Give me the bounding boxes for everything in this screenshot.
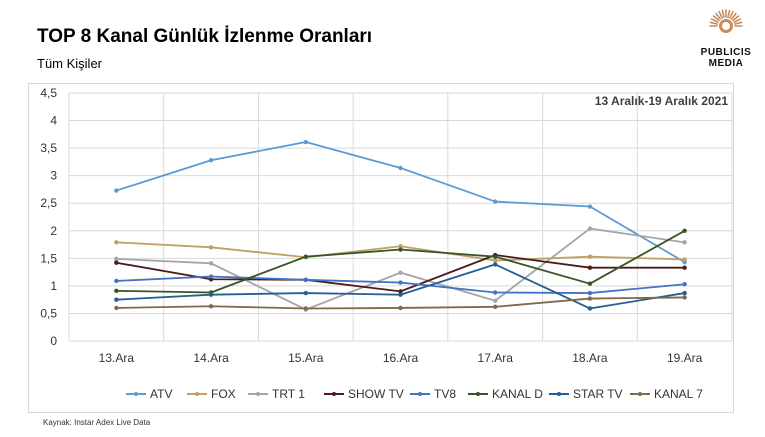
data-point [682, 295, 687, 300]
legend-label: TRT 1 [272, 387, 305, 401]
y-tick-label: 0,5 [40, 306, 57, 320]
publicis-logo: PUBLICIS MEDIA [690, 8, 762, 69]
data-point [587, 254, 593, 259]
data-point [303, 290, 308, 296]
x-tick-label: 13.Ara [99, 351, 135, 365]
data-point [398, 244, 403, 249]
data-point [398, 247, 403, 252]
data-point [682, 228, 687, 233]
y-tick-label: 2 [50, 224, 57, 238]
data-point [587, 306, 593, 311]
data-point [303, 254, 308, 259]
x-tick-label: 15.Ara [288, 351, 324, 365]
data-point [398, 270, 403, 275]
chart-container: 0 0,5 1 1,5 2 2,5 3 3,5 4 4,5 13.Ara 14.Ara 15.Ara 16… [28, 83, 734, 413]
data-point [208, 274, 214, 279]
data-point [587, 265, 593, 270]
legend-marker [332, 392, 336, 396]
data-point [303, 277, 308, 283]
data-point [682, 282, 687, 287]
data-point [587, 204, 593, 209]
legend-marker [256, 392, 260, 396]
date-range-annotation: 13 Aralık-19 Aralık 2021 [595, 94, 729, 108]
data-point [587, 281, 593, 286]
data-point [114, 305, 119, 311]
data-point [682, 290, 687, 296]
data-point [114, 240, 119, 245]
legend-marker [134, 392, 138, 396]
legend-marker [418, 392, 422, 396]
y-tick-label: 1 [50, 279, 57, 293]
lion-head-icon [709, 9, 743, 33]
line-chart: 0 0,5 1 1,5 2 2,5 3 3,5 4 4,5 13.Ara 14.Ara 15.Ara 16… [40, 86, 733, 401]
y-tick-label: 4 [50, 114, 57, 128]
data-point [114, 297, 119, 302]
data-point [398, 289, 403, 294]
data-point [493, 304, 498, 310]
page-subtitle: Tüm Kişiler [37, 56, 103, 71]
data-point [208, 304, 214, 309]
data-point [398, 280, 403, 285]
logo-line-2: MEDIA [708, 58, 744, 69]
data-point [208, 261, 214, 266]
data-point [493, 258, 498, 263]
data-point [114, 188, 119, 193]
legend-marker [638, 392, 642, 396]
data-point [493, 262, 498, 267]
data-point [587, 226, 593, 231]
y-tick-label: 4,5 [40, 86, 57, 100]
data-point [682, 265, 687, 270]
legend-marker [476, 392, 480, 396]
legend-label: TV8 [434, 387, 456, 401]
page-title: TOP 8 Kanal Günlük İzlenme Oranları [37, 26, 373, 47]
data-point [208, 292, 214, 297]
data-point [303, 306, 308, 311]
data-point [114, 260, 119, 265]
legend-label: SHOW TV [348, 387, 404, 401]
x-tick-label: 16.Ara [383, 351, 419, 365]
data-point [398, 165, 403, 171]
y-tick-label: 1,5 [40, 251, 57, 265]
data-point [208, 158, 214, 163]
data-point [682, 240, 687, 245]
logo-line-1: PUBLICIS [700, 47, 752, 58]
x-tick-label: 14.Ara [193, 351, 229, 365]
data-point [398, 305, 403, 311]
x-tick-label: 18.Ara [572, 351, 608, 365]
y-tick-label: 0 [50, 334, 57, 348]
legend-marker [195, 392, 199, 396]
y-tick-label: 2,5 [40, 196, 57, 210]
x-tick-label: 19.Ara [667, 351, 703, 365]
legend-label: KANAL D [492, 387, 543, 401]
legend-label: ATV [150, 387, 172, 401]
legend-label: STAR TV [573, 387, 623, 401]
data-point [587, 296, 593, 301]
data-point [114, 288, 119, 294]
x-tick-label: 17.Ara [478, 351, 514, 365]
data-point [493, 298, 498, 303]
series-line-2 [116, 227, 685, 311]
legend-marker [557, 392, 561, 396]
data-point [398, 292, 403, 297]
data-point [493, 254, 498, 259]
data-point [587, 290, 593, 296]
data-point [114, 256, 119, 262]
data-point [493, 199, 498, 204]
legend-label: FOX [211, 387, 236, 401]
y-tick-label: 3,5 [40, 141, 57, 155]
data-point [493, 290, 498, 295]
data-point [303, 139, 308, 145]
data-point [114, 278, 119, 284]
source-note: Kaynak: Instar Adex Live Data [43, 418, 151, 427]
data-point [682, 257, 687, 262]
y-tick-label: 3 [50, 169, 57, 183]
data-point [208, 245, 214, 250]
legend-label: KANAL 7 [654, 387, 703, 401]
